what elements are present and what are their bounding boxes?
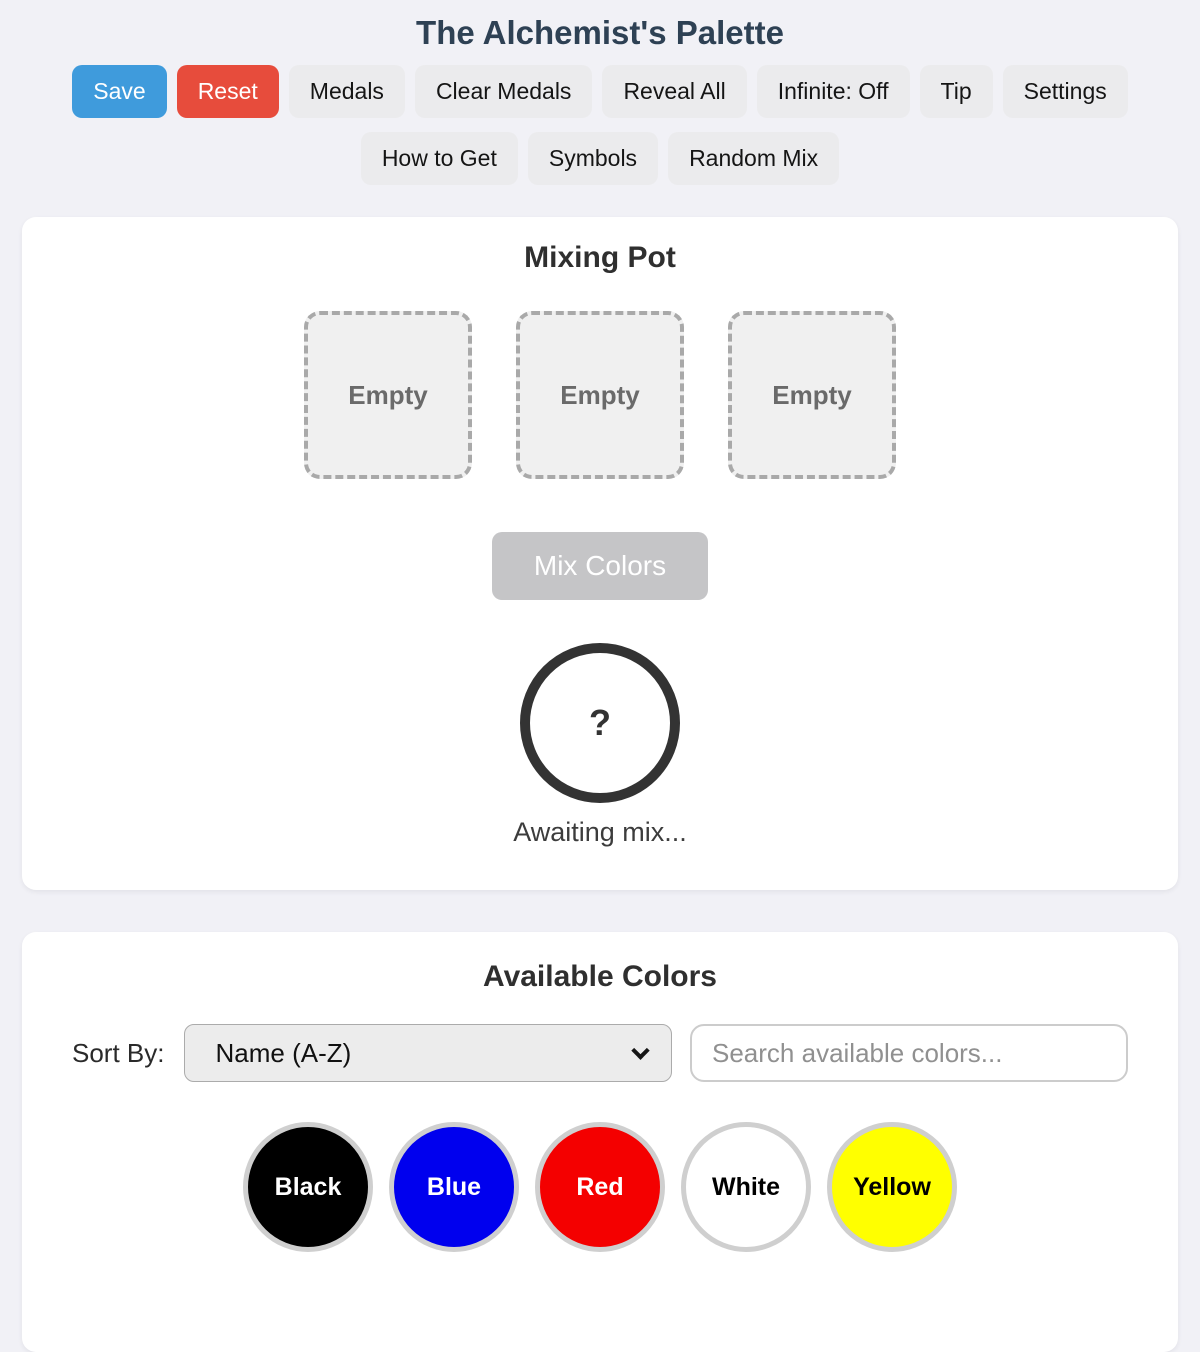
mixing-slot-2[interactable]: Empty bbox=[516, 311, 684, 479]
color-swatch-black-label: Black bbox=[274, 1172, 342, 1201]
reset-button[interactable]: Reset bbox=[176, 65, 279, 118]
infinite-toggle-button[interactable]: Infinite: Off bbox=[756, 65, 910, 118]
color-swatch-white[interactable]: White bbox=[681, 1122, 811, 1252]
how-to-get-button[interactable]: How to Get bbox=[360, 132, 518, 185]
mix-result-circle: ? bbox=[520, 643, 680, 803]
available-colors-card: Available Colors Sort By: Name (A-Z) Bla… bbox=[22, 932, 1178, 1352]
mixing-slot-3[interactable]: Empty bbox=[728, 311, 896, 479]
color-swatch-red[interactable]: Red bbox=[535, 1122, 665, 1252]
color-swatches: Black Blue Red White Yellow bbox=[22, 1122, 1178, 1252]
random-mix-button[interactable]: Random Mix bbox=[668, 132, 840, 185]
mixing-slots: Empty Empty Empty bbox=[22, 311, 1178, 479]
symbols-button[interactable]: Symbols bbox=[527, 132, 659, 185]
mixing-slot-1[interactable]: Empty bbox=[304, 311, 472, 479]
sort-select[interactable]: Name (A-Z) bbox=[184, 1024, 673, 1082]
mixing-pot-card: Mixing Pot Empty Empty Empty Mix Colors … bbox=[22, 217, 1178, 890]
sort-select-value: Name (A-Z) bbox=[215, 1037, 352, 1068]
tip-button[interactable]: Tip bbox=[919, 65, 993, 118]
color-swatch-yellow-label: Yellow bbox=[853, 1172, 931, 1201]
medals-button[interactable]: Medals bbox=[288, 65, 405, 118]
reveal-all-button[interactable]: Reveal All bbox=[602, 65, 747, 118]
color-swatch-blue-label: Blue bbox=[426, 1172, 482, 1201]
mixing-slot-1-label: Empty bbox=[348, 379, 428, 410]
sort-by-label: Sort By: bbox=[72, 1037, 165, 1068]
color-swatch-yellow[interactable]: Yellow bbox=[827, 1122, 957, 1252]
clear-medals-button[interactable]: Clear Medals bbox=[414, 65, 593, 118]
toolbar-row-1: Save Reset Medals Clear Medals Reveal Al… bbox=[0, 65, 1200, 118]
color-swatch-blue[interactable]: Blue bbox=[389, 1122, 519, 1252]
mixing-pot-title: Mixing Pot bbox=[524, 241, 676, 274]
toolbar-row-2: How to Get Symbols Random Mix bbox=[0, 132, 1200, 185]
mix-colors-button[interactable]: Mix Colors bbox=[492, 532, 708, 600]
mixing-slot-3-label: Empty bbox=[772, 379, 852, 410]
color-swatch-red-label: Red bbox=[576, 1172, 624, 1201]
search-input[interactable] bbox=[690, 1024, 1128, 1082]
color-swatch-black[interactable]: Black bbox=[243, 1122, 373, 1252]
page-title: The Alchemist's Palette bbox=[416, 14, 784, 51]
mix-result-symbol: ? bbox=[589, 702, 611, 743]
mix-status-text: Awaiting mix... bbox=[513, 817, 687, 847]
save-button[interactable]: Save bbox=[72, 65, 167, 118]
chevron-down-icon bbox=[631, 1040, 651, 1060]
available-colors-controls: Sort By: Name (A-Z) bbox=[22, 1024, 1178, 1082]
settings-button[interactable]: Settings bbox=[1002, 65, 1128, 118]
available-colors-title: Available Colors bbox=[483, 960, 717, 993]
mixing-slot-2-label: Empty bbox=[560, 379, 640, 410]
color-swatch-white-label: White bbox=[711, 1172, 781, 1201]
